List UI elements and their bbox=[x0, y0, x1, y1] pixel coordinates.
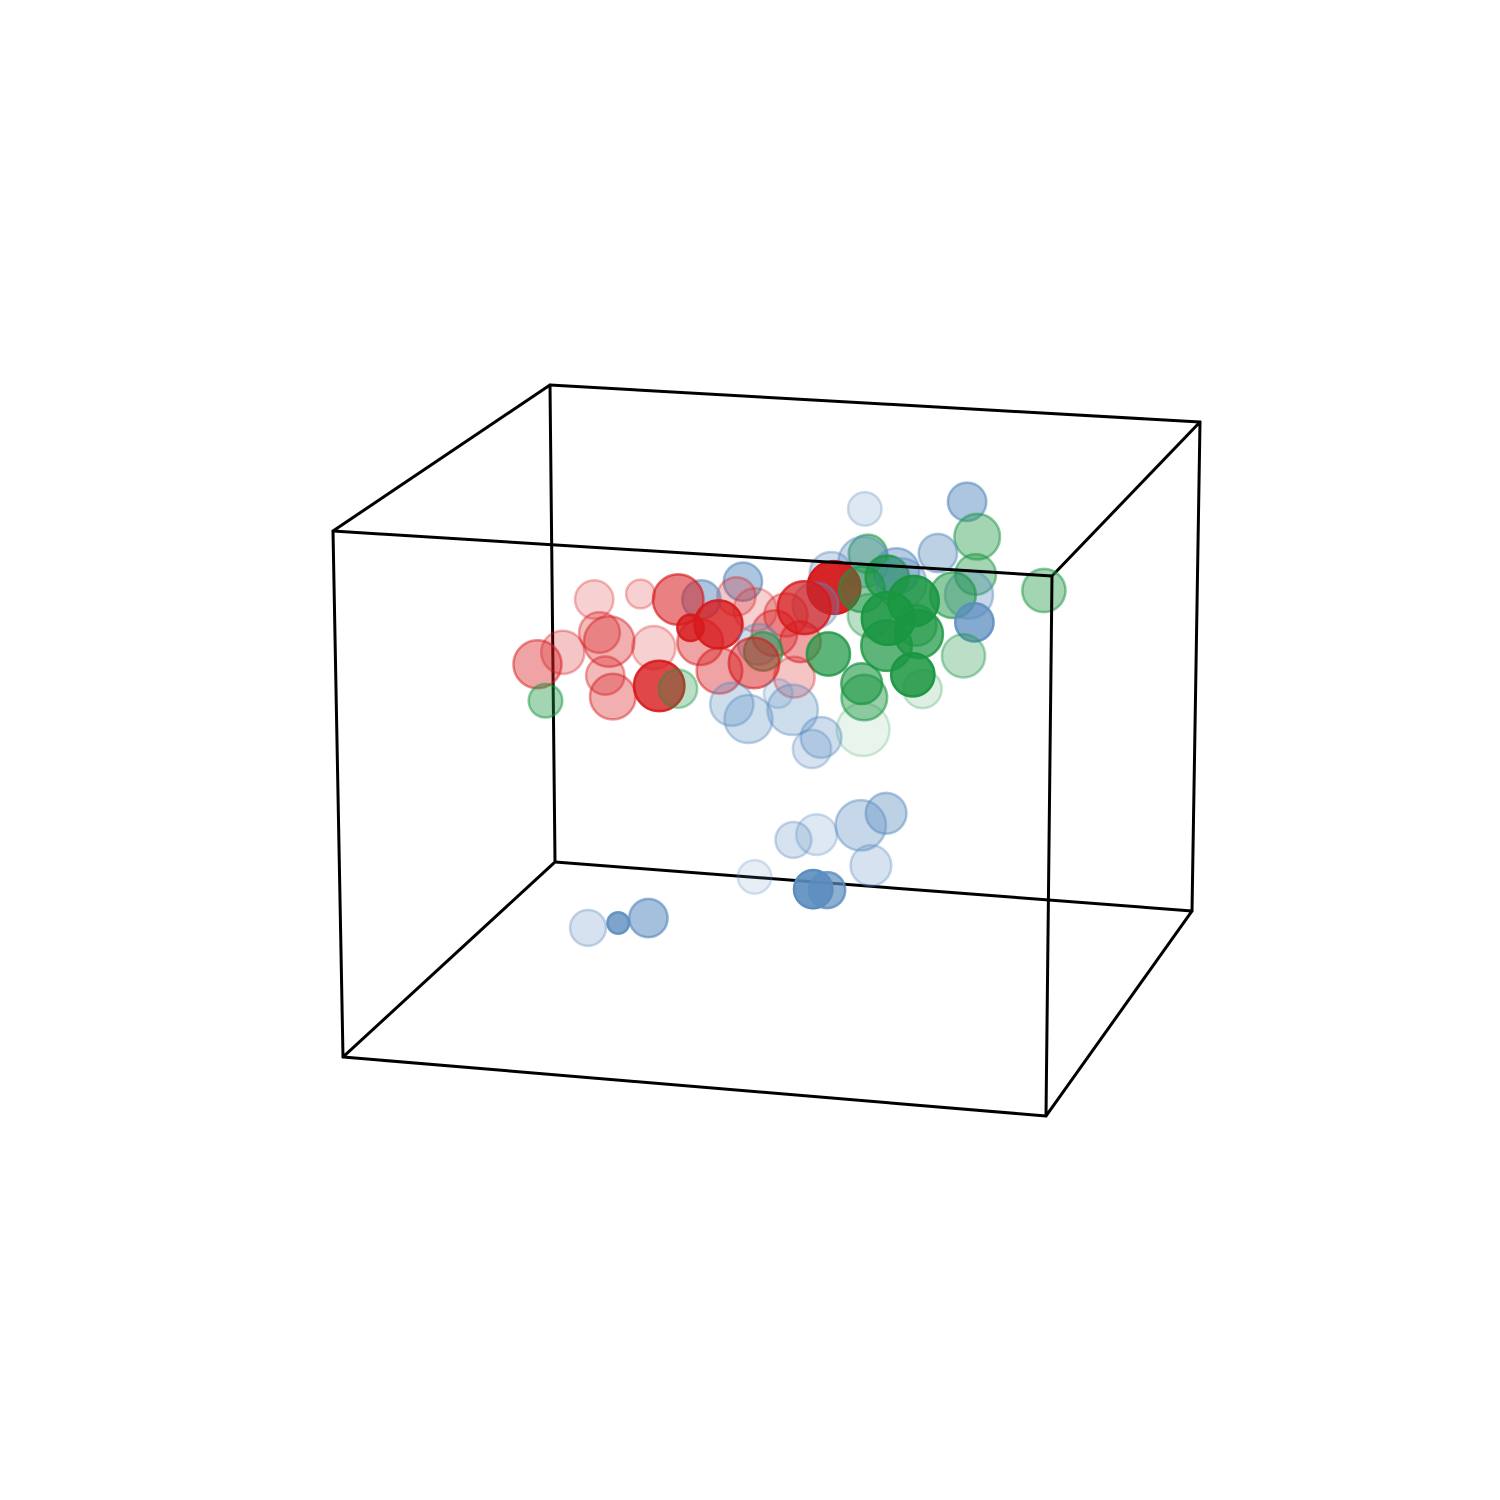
bubble-point-series-2-16 bbox=[657, 668, 699, 710]
box-edge-front-left bbox=[331, 529, 345, 1059]
bubble-point-series-2-11 bbox=[940, 633, 987, 679]
bubble-point-series-1-7 bbox=[588, 672, 637, 721]
box-edge-back-top bbox=[548, 383, 1202, 424]
bubble-point-series-2-17 bbox=[527, 682, 564, 719]
bubble-point-series-3-6 bbox=[953, 601, 995, 643]
bubble-point-series-3-4 bbox=[917, 532, 959, 574]
bubble-point-series-1-12 bbox=[676, 618, 725, 667]
bubble-point-series-1-2 bbox=[539, 629, 586, 676]
bubble-point-series-3-16 bbox=[864, 791, 908, 835]
bubble-point-series-1-10 bbox=[632, 659, 686, 713]
bubble-point-series-1-23 bbox=[584, 655, 626, 697]
box-edge-top-right-depth bbox=[1050, 420, 1202, 578]
bubble-layer bbox=[512, 481, 1067, 948]
box-edge-front-right bbox=[1044, 574, 1054, 1118]
bubble-point-series-3-26 bbox=[791, 728, 833, 770]
bubble-point-series-3-12 bbox=[762, 677, 794, 710]
bubble-point-series-2-8 bbox=[889, 651, 936, 698]
box-edge-front-bottom bbox=[341, 1055, 1048, 1118]
bubble-point-series-2-12 bbox=[953, 512, 1002, 561]
box-edge-bottom-left-depth bbox=[341, 860, 557, 1059]
bubble-point-series-3-19 bbox=[807, 870, 847, 910]
bubble-point-series-2-22 bbox=[840, 673, 889, 722]
bubble-point-series-3-10 bbox=[723, 693, 774, 745]
bubble-point-series-3-30 bbox=[946, 481, 988, 523]
bubble-point-series-3-21 bbox=[627, 897, 669, 939]
bubble-point-series-1-3 bbox=[573, 579, 615, 620]
box-edge-back-right bbox=[1190, 420, 1202, 913]
bubble-point-series-3-22 bbox=[606, 910, 631, 936]
bubble-point-series-1-1 bbox=[512, 639, 563, 690]
bubble-point-series-2-23 bbox=[902, 668, 943, 710]
bubble-point-series-1-15 bbox=[695, 646, 744, 695]
bubble-point-series-3-14 bbox=[794, 812, 839, 857]
bubble-point-series-3-9 bbox=[708, 681, 755, 728]
bubble-point-series-3-29 bbox=[846, 490, 883, 527]
bubble-point-series-1-18 bbox=[763, 592, 809, 638]
bubble-point-series-3-11 bbox=[766, 683, 820, 737]
bubble-point-series-3-17 bbox=[774, 820, 813, 860]
bubble-point-series-3-20 bbox=[736, 858, 773, 895]
bubble-point-series-1-5 bbox=[582, 615, 636, 669]
bubble-point-series-2-18 bbox=[835, 701, 891, 758]
box-edge-back-bottom bbox=[553, 860, 1194, 913]
bubble-point-series-3-13 bbox=[799, 715, 843, 760]
box-edge-top-left-depth bbox=[331, 383, 552, 533]
box-edge-front-top bbox=[331, 529, 1054, 578]
box-edge-bottom-right-depth bbox=[1044, 909, 1194, 1118]
bubble-point-series-3-7 bbox=[722, 561, 764, 603]
bubble-point-series-2-19 bbox=[1021, 567, 1067, 614]
bubble-point-series-1-6 bbox=[624, 578, 657, 610]
bubble-point-series-3-23 bbox=[568, 908, 608, 948]
bubble-point-series-1-4 bbox=[577, 610, 622, 655]
bubble-point-series-2-14 bbox=[805, 631, 852, 677]
bubble-point-series-3-24 bbox=[849, 843, 893, 888]
bubble-point-series-1-22 bbox=[772, 655, 816, 699]
box-front-edges bbox=[331, 529, 1054, 1118]
bubble-point-series-1-19 bbox=[776, 580, 832, 636]
box-edge-back-left bbox=[548, 383, 557, 864]
box-back-edges bbox=[331, 383, 1202, 1118]
bubble-point-series-3-15 bbox=[834, 798, 888, 852]
